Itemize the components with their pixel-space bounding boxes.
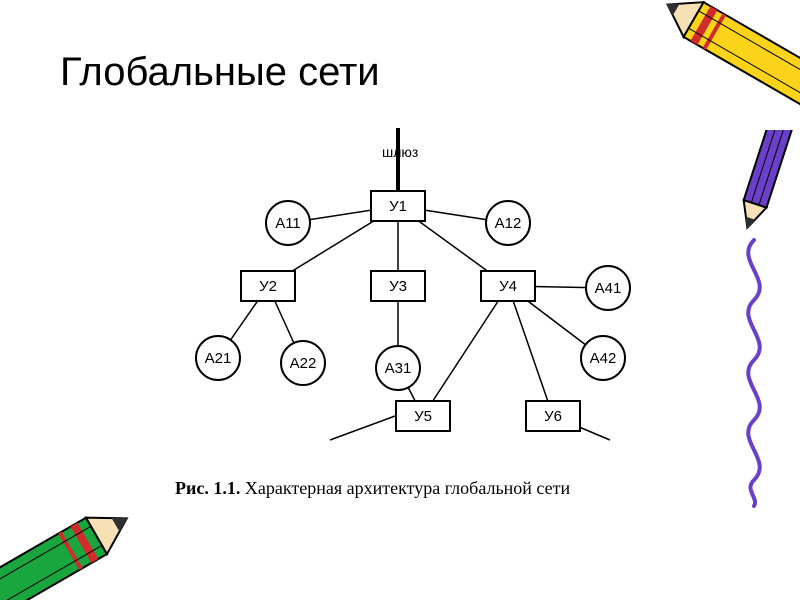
node-u3: У3 <box>370 270 426 302</box>
node-a21: А21 <box>195 335 241 381</box>
node-u4: У4 <box>480 270 536 302</box>
node-a41: А41 <box>585 265 631 311</box>
node-a11: А11 <box>265 200 311 246</box>
node-u5: У5 <box>395 400 451 432</box>
node-a12: А12 <box>485 200 531 246</box>
node-u2: У2 <box>240 270 296 302</box>
node-a31: А31 <box>375 345 421 391</box>
node-u6: У6 <box>525 400 581 432</box>
node-u1: У1 <box>370 190 426 222</box>
crayon-icon <box>0 450 190 600</box>
node-a42: А42 <box>580 335 626 381</box>
node-a22: А22 <box>280 340 326 386</box>
crayon-icon <box>630 0 800 130</box>
pencil-squiggle-icon <box>704 130 794 510</box>
